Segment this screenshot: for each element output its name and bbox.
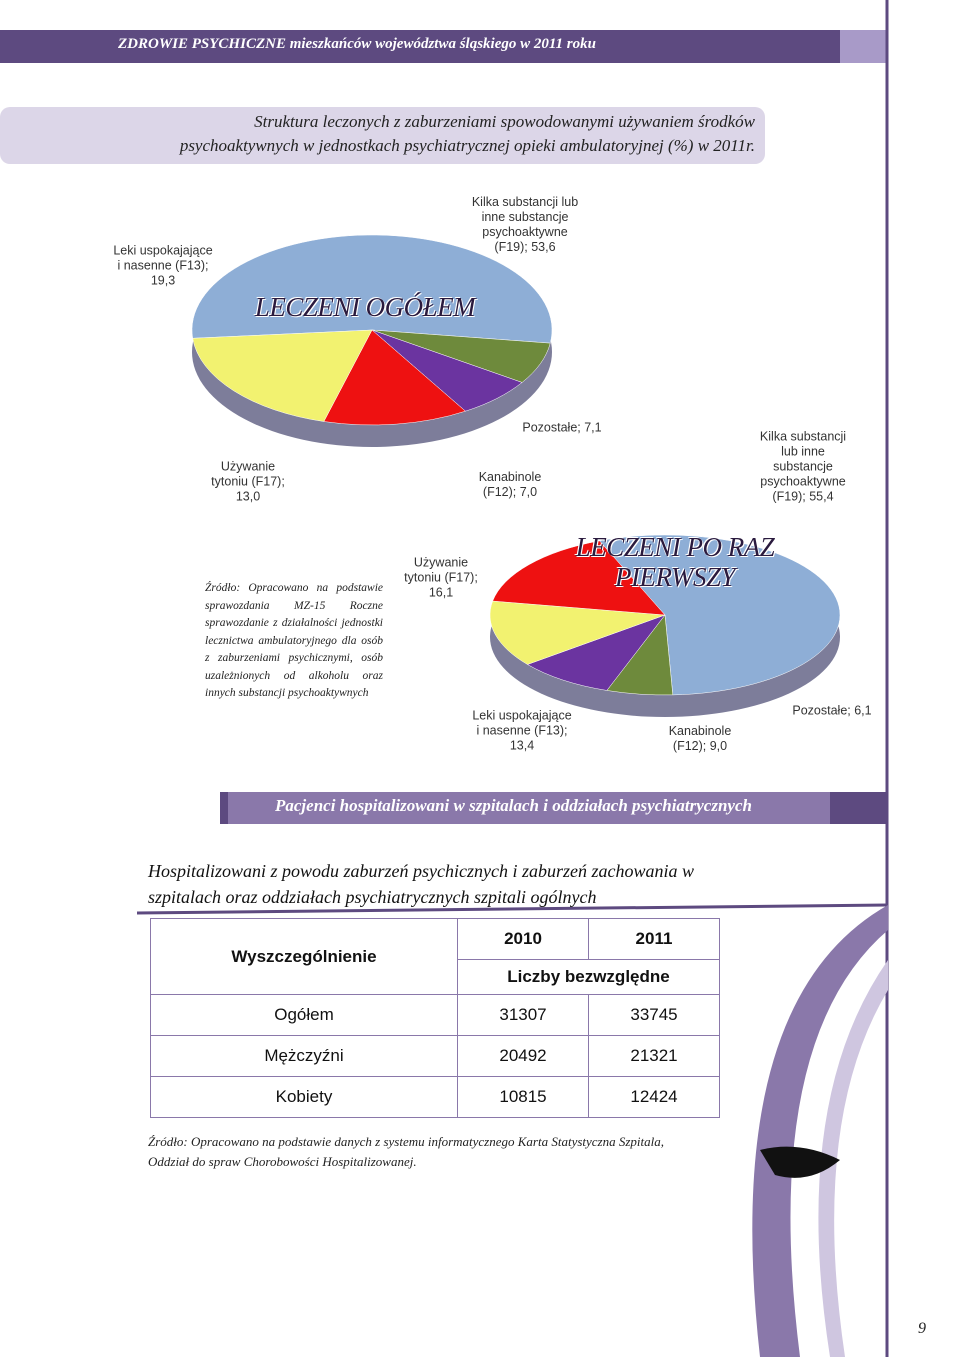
slice-label: Kilka substancji lub inne substancje psy… <box>471 195 579 254</box>
pie-slice <box>492 540 666 616</box>
page-number: 9 <box>918 1320 926 1337</box>
slice-label: Kilka substancji lub inne substancje psy… <box>759 429 847 504</box>
slice-label: Leki uspokajające i nasenne (F13); 13,4 <box>472 708 572 753</box>
pie-slice <box>489 600 666 665</box>
slice-label: Kanabinole (F12); 9,0 <box>668 724 732 753</box>
slice-label: Kanabinole (F12); 7,0 <box>478 470 542 499</box>
slice-label: Pozostałe; 6,1 <box>792 703 872 718</box>
pie-slice <box>526 614 666 691</box>
pie-slice <box>323 329 466 426</box>
chart-title: LECZENI PO RAZ PIERWSZY <box>575 532 775 592</box>
cell: Ogółem <box>150 994 458 1036</box>
slice-label: Leki uspokajające i nasenne (F13); 19,3 <box>113 243 213 288</box>
cell: 12424 <box>588 1076 720 1118</box>
table-source: Źródło: Opracowano na podstawie danych z… <box>148 1134 665 1169</box>
header-title: ZDROWIE PSYCHICZNE mieszkańców województ… <box>118 36 596 52</box>
header-cell: 2010 <box>457 918 589 960</box>
table-title: Hospitalizowani z powodu zaburzeń psychi… <box>148 861 695 907</box>
pie-charts <box>191 234 841 717</box>
figure-caption: Struktura leczonych z zaburzeniami spowo… <box>179 112 755 155</box>
pie-slice <box>598 534 841 696</box>
pie-slice <box>192 329 373 422</box>
cell: 20492 <box>457 1035 589 1077</box>
figure-source: Źródło: Opracowano na podstawie sprawozd… <box>205 582 383 699</box>
cell: 21321 <box>588 1035 720 1077</box>
cell: 10815 <box>457 1076 589 1118</box>
chart-title: LECZENI OGÓŁEM <box>254 292 476 322</box>
cell: Mężczyźni <box>150 1035 458 1077</box>
slice-label: Używanie tytoniu (F17); 16,1 <box>404 555 478 600</box>
slice-label: Pozostałe; 7,1 <box>522 420 602 435</box>
pie-slice <box>191 234 553 344</box>
header-cell: Liczby bezwzględne <box>457 959 720 995</box>
cell: Kobiety <box>150 1076 458 1118</box>
slice-label: Używanie tytoniu (F17); 13,0 <box>211 459 285 504</box>
header-cell: 2011 <box>588 918 720 960</box>
table: Wyszczególnienie 2010 2011 Liczby bezwzg… <box>150 918 720 1118</box>
cell: 31307 <box>457 994 589 1036</box>
section-title: Pacjenci hospitalizowani w szpitalach i … <box>275 796 752 815</box>
cell: 33745 <box>588 994 720 1036</box>
header-cell: Wyszczególnienie <box>150 918 458 995</box>
